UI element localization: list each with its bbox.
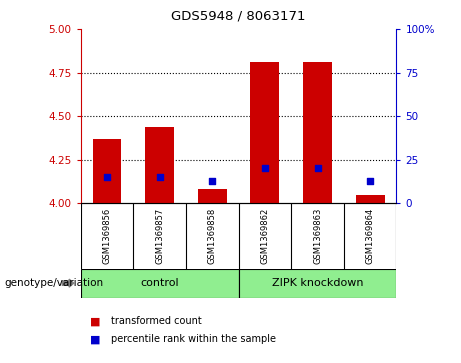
Text: GSM1369856: GSM1369856 — [102, 208, 112, 264]
Text: genotype/variation: genotype/variation — [5, 278, 104, 288]
Text: ZIPK knockdown: ZIPK knockdown — [272, 278, 363, 288]
Text: transformed count: transformed count — [111, 316, 201, 326]
FancyBboxPatch shape — [239, 269, 396, 298]
Point — [314, 166, 321, 171]
Text: GSM1369864: GSM1369864 — [366, 208, 375, 264]
Bar — [198, 189, 227, 203]
Text: ■: ■ — [90, 316, 100, 326]
Text: percentile rank within the sample: percentile rank within the sample — [111, 334, 276, 344]
Bar — [303, 62, 332, 203]
Text: GDS5948 / 8063171: GDS5948 / 8063171 — [171, 9, 306, 22]
Point — [156, 174, 163, 180]
Bar — [356, 195, 384, 203]
Text: GSM1369857: GSM1369857 — [155, 208, 164, 264]
Bar — [93, 139, 121, 203]
FancyBboxPatch shape — [81, 269, 239, 298]
Text: ■: ■ — [90, 334, 100, 344]
Point — [103, 174, 111, 180]
Bar — [250, 62, 279, 203]
Text: GSM1369863: GSM1369863 — [313, 208, 322, 264]
Point — [366, 178, 374, 184]
Point — [261, 166, 269, 171]
Text: GSM1369858: GSM1369858 — [208, 208, 217, 264]
Text: GSM1369862: GSM1369862 — [260, 208, 269, 264]
Bar — [145, 127, 174, 203]
Text: control: control — [140, 278, 179, 288]
Point — [208, 178, 216, 184]
